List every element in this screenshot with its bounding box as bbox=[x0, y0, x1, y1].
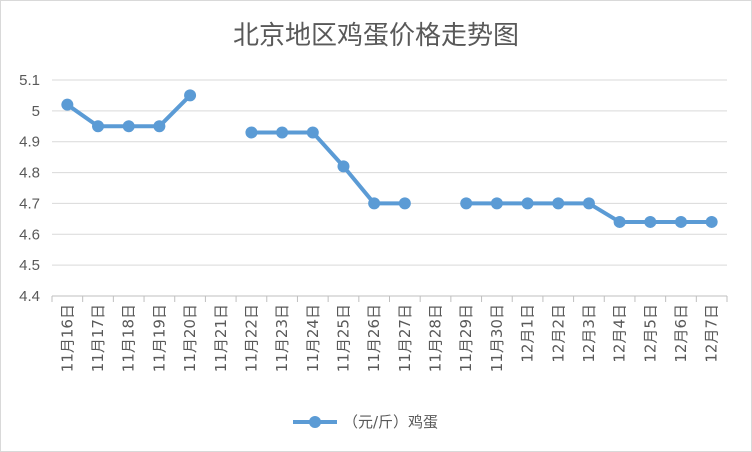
x-tick-label: 11月16日 bbox=[58, 304, 76, 372]
y-tick-label: 4.6 bbox=[19, 226, 40, 243]
data-point bbox=[245, 126, 258, 139]
x-tick-label: 11月21日 bbox=[212, 304, 230, 372]
x-axis bbox=[51, 295, 728, 302]
legend-marker bbox=[309, 416, 321, 428]
gridlines bbox=[52, 79, 727, 266]
data-point bbox=[368, 197, 381, 210]
data-point bbox=[644, 215, 657, 228]
x-tick-label: 11月28日 bbox=[427, 304, 445, 372]
data-point bbox=[184, 89, 197, 102]
x-tick-label: 11月22日 bbox=[242, 304, 260, 372]
data-point bbox=[521, 197, 534, 210]
x-tick-label: 11月24日 bbox=[304, 304, 322, 372]
x-tick-label: 11月29日 bbox=[457, 304, 475, 372]
data-point bbox=[460, 197, 473, 210]
x-tick-label: 11月27日 bbox=[396, 304, 414, 372]
y-tick-label: 4.4 bbox=[19, 288, 40, 305]
data-point bbox=[490, 197, 503, 210]
data-point bbox=[613, 215, 626, 228]
x-tick-label: 12月2日 bbox=[549, 304, 567, 363]
y-tick-label: 4.8 bbox=[19, 165, 40, 182]
y-tick-label: 4.7 bbox=[19, 195, 40, 212]
data-point bbox=[582, 197, 595, 210]
x-tick-label: 12月1日 bbox=[519, 304, 537, 363]
x-tick-label: 11月19日 bbox=[150, 304, 168, 372]
x-tick-label: 12月5日 bbox=[641, 304, 659, 363]
data-point bbox=[674, 215, 687, 228]
y-tick-label: 4.5 bbox=[19, 257, 40, 274]
data-point bbox=[61, 98, 74, 111]
x-tick-label: 11月25日 bbox=[334, 304, 352, 372]
series-line-segment bbox=[249, 130, 407, 206]
y-tick-label: 5 bbox=[32, 103, 40, 120]
x-tick-label: 11月30日 bbox=[488, 304, 506, 372]
series-egg-price bbox=[61, 89, 718, 228]
data-point bbox=[337, 160, 350, 173]
x-tick-label: 11月20日 bbox=[181, 304, 199, 372]
data-point bbox=[705, 215, 718, 228]
x-tick-label: 11月18日 bbox=[120, 304, 138, 372]
data-point bbox=[92, 120, 105, 133]
data-point bbox=[122, 120, 135, 133]
x-tick-label: 12月6日 bbox=[672, 304, 690, 363]
x-tick-label: 12月4日 bbox=[611, 304, 629, 363]
x-axis-ticks: 11月16日 11月17日 11月18日 11月19日 11月20日 11月21日 11月2… bbox=[58, 304, 720, 372]
x-tick-label: 11月17日 bbox=[89, 304, 107, 372]
x-tick-label: 12月7日 bbox=[703, 304, 721, 363]
data-point bbox=[153, 120, 166, 133]
y-axis-ticks: 4.4 4.5 4.6 4.7 4.8 4.9 5 5.1 bbox=[19, 72, 40, 305]
data-point bbox=[552, 197, 565, 210]
data-point bbox=[276, 126, 289, 139]
data-point bbox=[306, 126, 319, 139]
y-tick-label: 5.1 bbox=[19, 72, 40, 89]
chart-title: 北京地区鸡蛋价格走势图 bbox=[233, 21, 519, 51]
legend: （元/斤）鸡蛋 bbox=[293, 413, 438, 431]
legend-label: （元/斤）鸡蛋 bbox=[343, 413, 438, 431]
data-point bbox=[398, 197, 411, 210]
x-tick-label: 11月26日 bbox=[365, 304, 383, 372]
x-tick-label: 12月3日 bbox=[580, 304, 598, 363]
x-tick-label: 11月23日 bbox=[273, 304, 291, 372]
y-tick-label: 4.9 bbox=[19, 134, 40, 151]
